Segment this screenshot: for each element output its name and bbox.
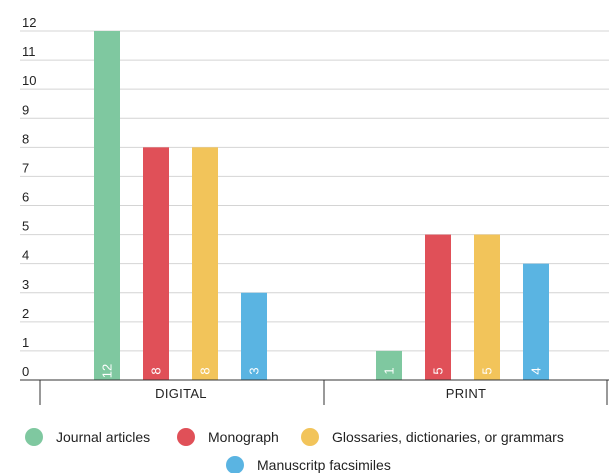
bar-value-label: 5 <box>431 367 446 374</box>
y-tick-label: 5 <box>22 219 29 234</box>
y-tick-label: 4 <box>22 248 29 263</box>
bar-value-label: 8 <box>149 367 164 374</box>
y-tick-label: 8 <box>22 131 29 146</box>
y-tick-label: 1 <box>22 335 29 350</box>
bar-print-3 <box>474 234 500 380</box>
bar-value-label: 4 <box>529 367 544 374</box>
y-tick-label: 2 <box>22 306 29 321</box>
legend: Journal articles Monograph Glossaries, dic… <box>25 428 564 473</box>
legend-swatch <box>25 428 43 446</box>
y-tick-label: 12 <box>22 15 36 30</box>
y-tick-label: 3 <box>22 277 29 292</box>
y-tick-label: 9 <box>22 102 29 117</box>
bar-digital-1 <box>94 31 120 380</box>
legend-label: Manuscritp facsimiles <box>257 457 391 473</box>
bar-value-label: 8 <box>198 367 213 374</box>
legend-label: Monograph <box>208 429 279 445</box>
bar-print-2 <box>425 234 451 380</box>
legend-swatch <box>177 428 195 446</box>
legend-label: Glossaries, dictionaries, or grammars <box>332 429 564 445</box>
y-tick-label: 6 <box>22 190 29 205</box>
x-category-label: DIGITAL <box>155 386 207 401</box>
bar-print-1 <box>376 350 402 380</box>
bar-digital-2 <box>143 147 169 380</box>
legend-swatch <box>226 456 244 473</box>
y-tick-label: 7 <box>22 160 29 175</box>
x-category-label: PRINT <box>446 386 487 401</box>
bar-value-label: 12 <box>100 364 115 378</box>
x-axis: DIGITAL PRINT <box>20 379 609 405</box>
legend-swatch <box>301 428 319 446</box>
bars: 12 8 8 3 1 5 5 4 <box>94 31 549 380</box>
bar-print-4 <box>523 263 549 380</box>
y-tick-label: 11 <box>22 44 36 59</box>
bar-value-label: 5 <box>480 367 495 374</box>
y-tick-label: 0 <box>22 364 29 379</box>
bar-digital-4 <box>241 292 267 380</box>
bar-value-label: 1 <box>382 367 397 374</box>
bar-digital-3 <box>192 147 218 380</box>
y-tick-label: 10 <box>22 73 36 88</box>
legend-label: Journal articles <box>56 429 150 445</box>
bar-value-label: 3 <box>247 367 262 374</box>
